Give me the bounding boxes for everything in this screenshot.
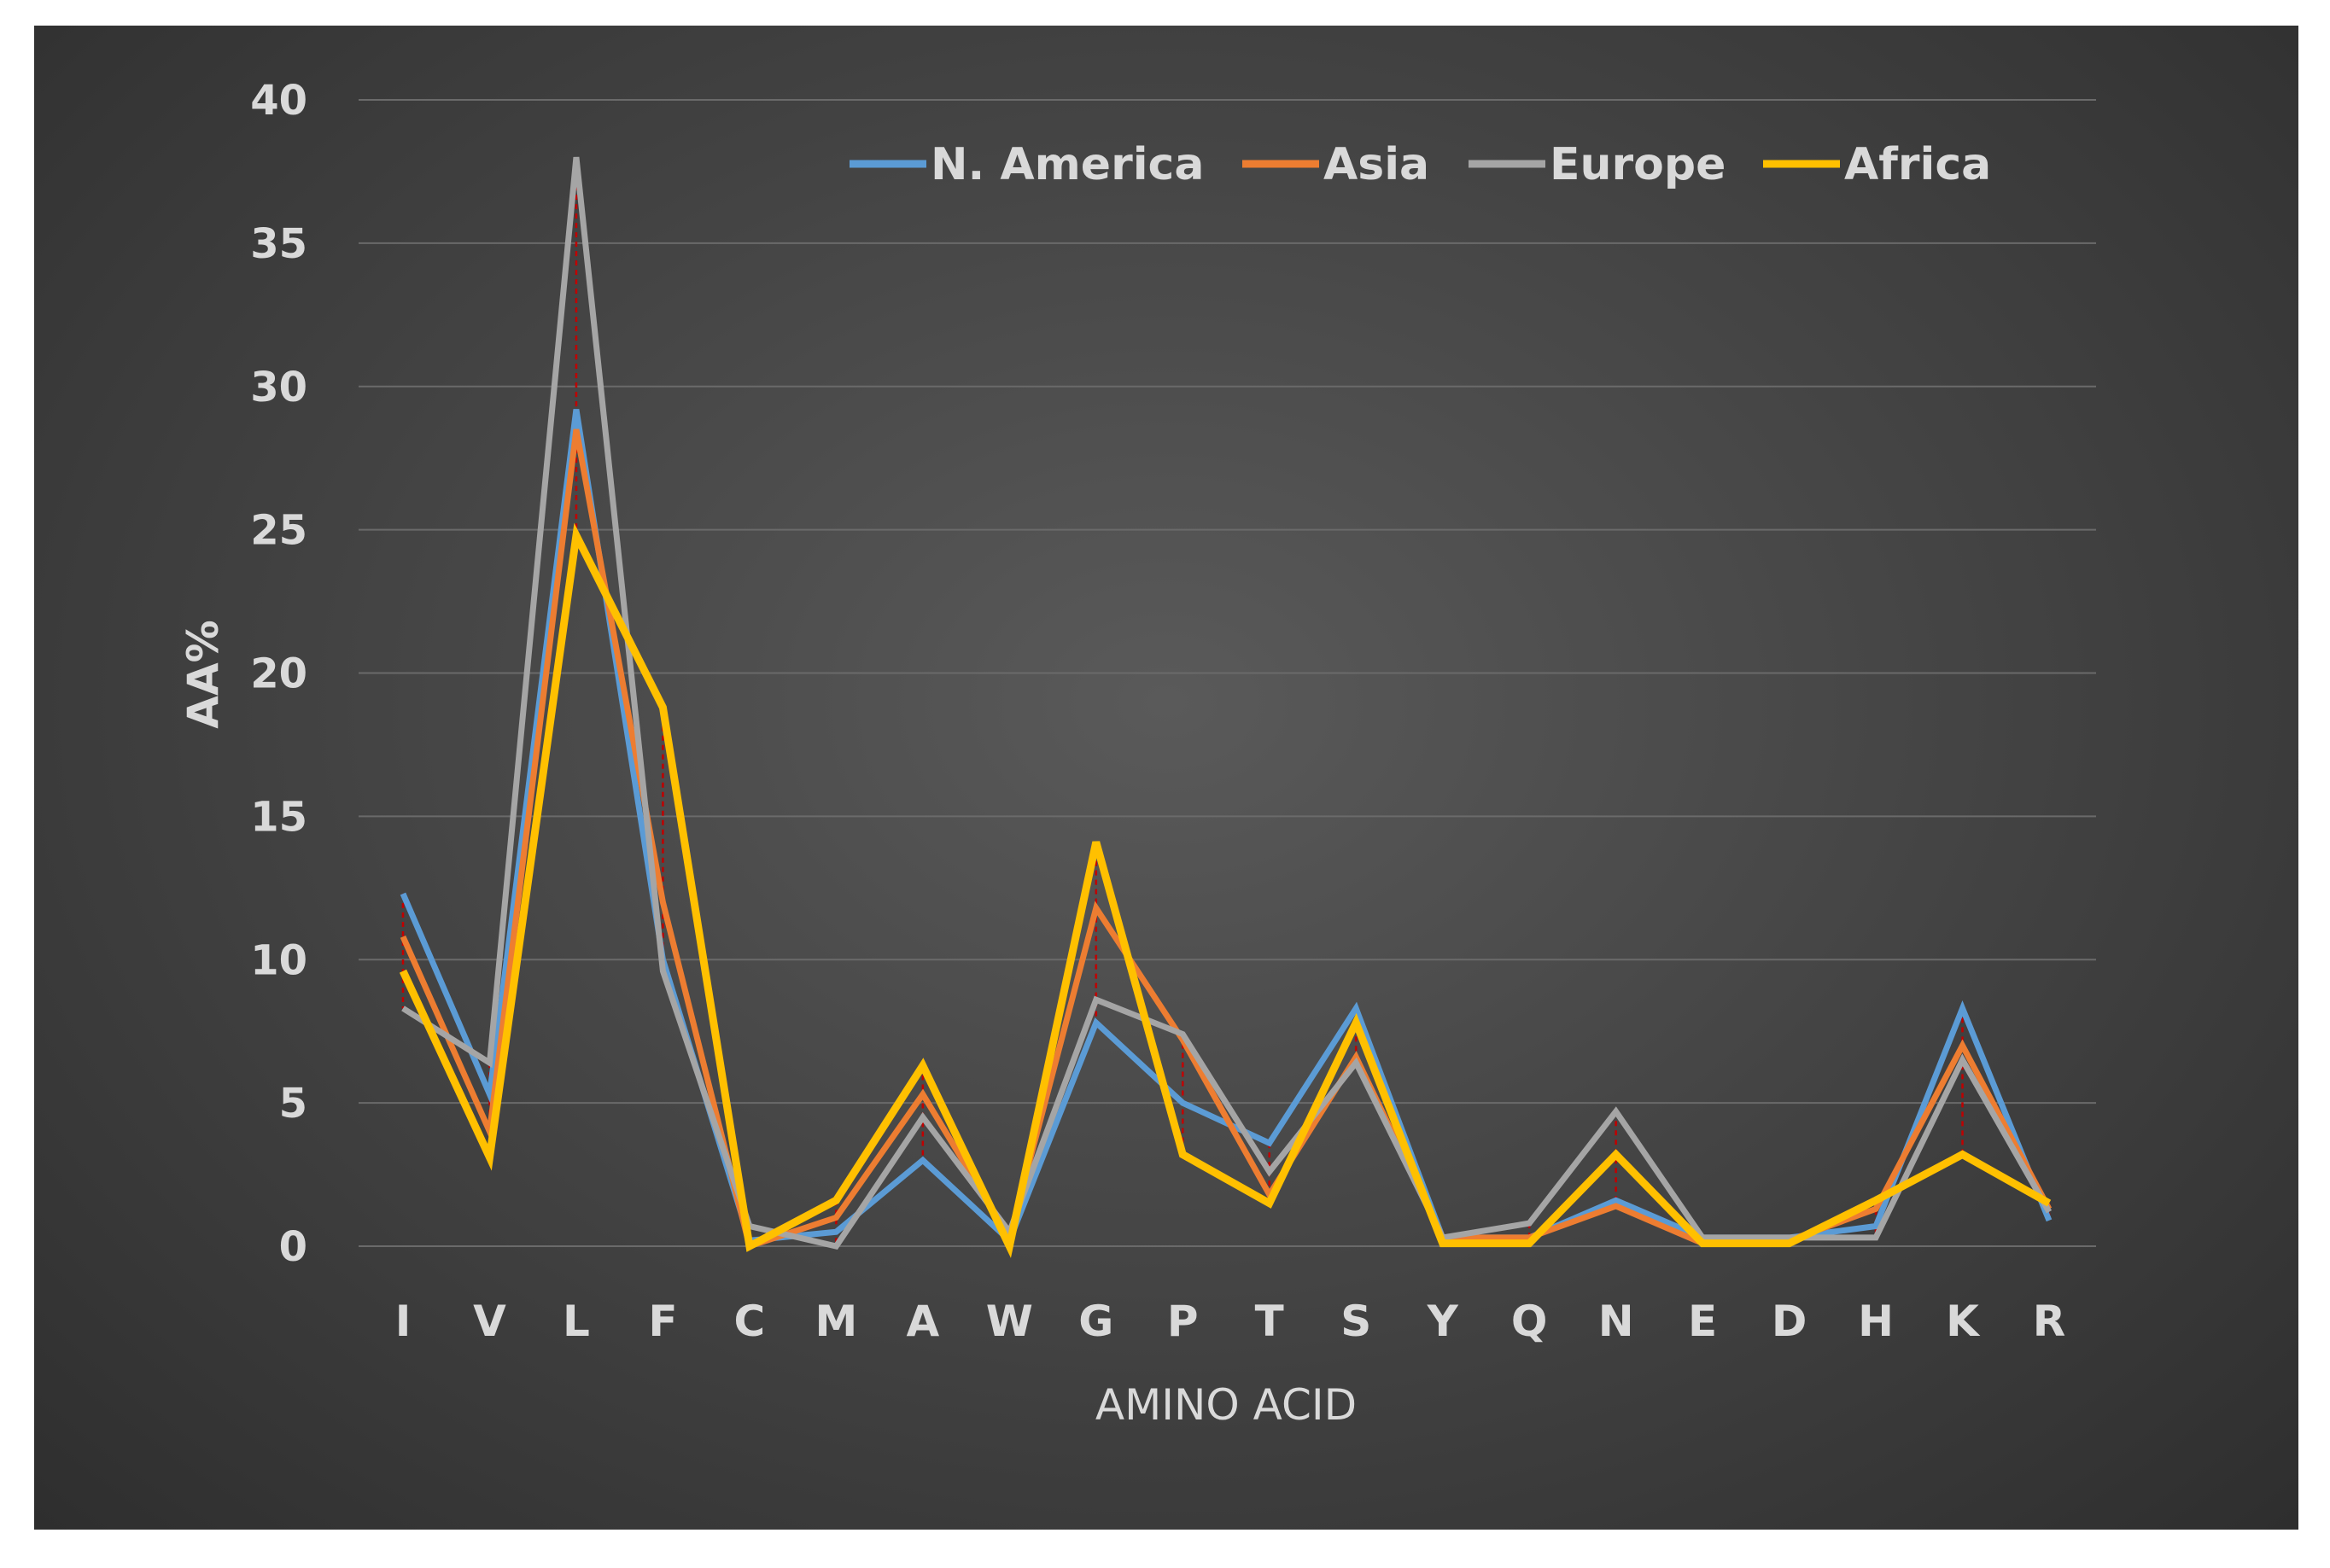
x-tick-label: Y xyxy=(1427,1297,1459,1346)
x-tick-label: L xyxy=(563,1297,590,1346)
y-tick-label: 40 xyxy=(250,77,307,125)
x-tick-label: H xyxy=(1858,1297,1894,1346)
x-tick-label: K xyxy=(1946,1297,1981,1346)
legend: N. America Asia Europe Africa xyxy=(850,139,1991,190)
x-tick-label: M xyxy=(815,1297,857,1346)
y-tick-label: 10 xyxy=(250,936,307,984)
x-tick-label: F xyxy=(648,1297,677,1346)
y-tick-label: 25 xyxy=(250,507,307,555)
x-tick-label: G xyxy=(1078,1297,1113,1346)
x-tick-label: R xyxy=(2033,1297,2066,1346)
x-tick-label: I xyxy=(395,1297,412,1346)
series-lines xyxy=(399,156,2053,1258)
series-line-africa xyxy=(399,522,2052,1258)
drop-lines xyxy=(401,157,2051,1246)
y-tick-label: 15 xyxy=(250,793,307,841)
legend-label: Africa xyxy=(1844,139,1991,190)
y-axis-title: AA% xyxy=(178,620,228,729)
x-tick-label: N xyxy=(1598,1297,1634,1346)
x-tick-label: A xyxy=(906,1297,939,1346)
x-tick-label: C xyxy=(734,1297,766,1346)
legend-label: N. America xyxy=(931,139,1204,190)
x-tick-label: D xyxy=(1772,1297,1807,1346)
y-tick-label: 0 xyxy=(279,1223,307,1271)
x-tick-label: S xyxy=(1340,1297,1371,1346)
legend-label: Europe xyxy=(1550,139,1726,190)
y-tick-label: 5 xyxy=(279,1080,307,1128)
x-tick-label: P xyxy=(1167,1297,1199,1346)
x-tick-label: E xyxy=(1688,1297,1717,1346)
x-tick-label: W xyxy=(986,1297,1033,1346)
x-tick-label: Q xyxy=(1511,1297,1548,1346)
series-line-europe xyxy=(401,156,2053,1250)
y-tick-label: 30 xyxy=(250,364,307,411)
chart-area xyxy=(34,26,2298,1530)
y-tick-label: 35 xyxy=(250,220,307,268)
y-tick-label: 20 xyxy=(250,650,307,698)
x-tick-label: V xyxy=(473,1297,506,1346)
x-tick-label: T xyxy=(1255,1297,1284,1346)
legend-label: Asia xyxy=(1323,139,1429,190)
x-axis-title: AMINO ACID xyxy=(1095,1380,1357,1430)
y-axis-ticks: 0 5 10 15 20 25 30 35 40 xyxy=(250,77,307,1271)
